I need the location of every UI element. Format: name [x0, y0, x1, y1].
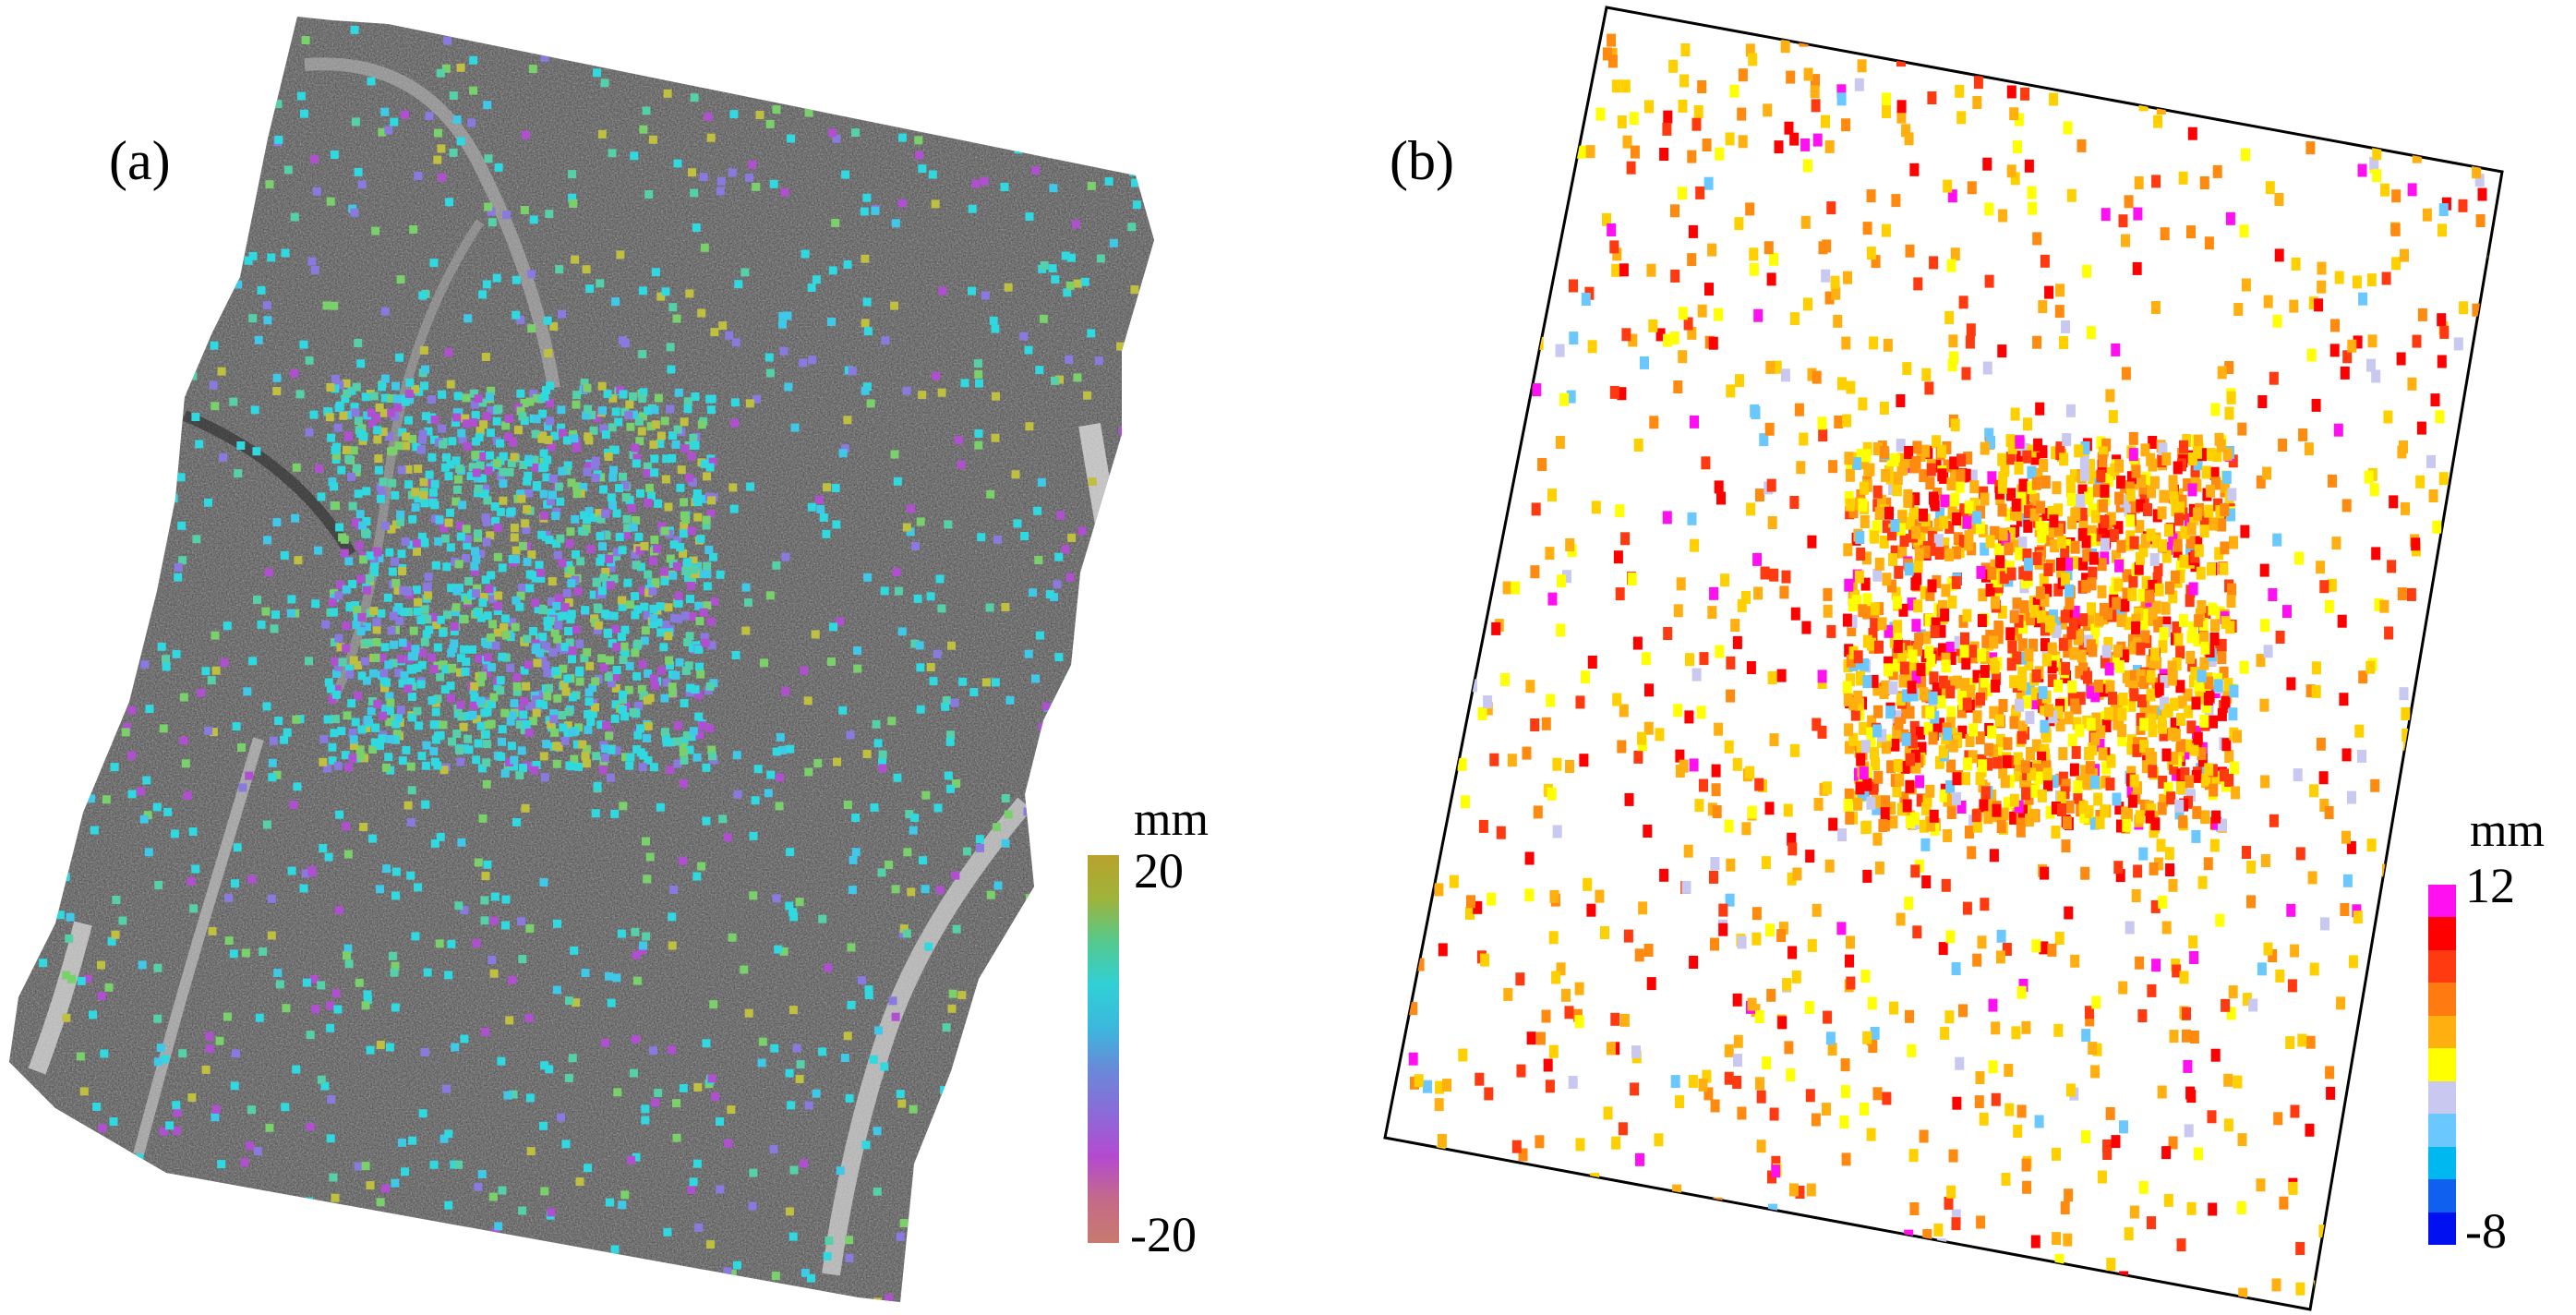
colorbar-class-swatch	[2428, 1179, 2456, 1212]
panel-a-colorbar-min-label: -20	[1130, 1207, 1197, 1262]
panel-b-colorbar-min-label: -8	[2465, 1203, 2507, 1259]
colorbar-class-swatch	[2428, 917, 2456, 950]
colorbar-class-swatch	[2428, 1048, 2456, 1081]
colorbar-class-swatch	[2428, 1212, 2456, 1245]
colorbar-class-swatch	[2428, 983, 2456, 1016]
panel-a-map-svg	[9, 17, 1154, 1302]
panel-a-colorbar	[1088, 855, 1119, 1243]
panel-b-deformation-map: (b) mm 12 -8	[1288, 0, 2576, 1315]
panel-a-colorbar-max-label: 20	[1134, 843, 1184, 899]
panel-a-deformation-map: (a) mm 20 -20	[9, 17, 1209, 1302]
colorbar-class-swatch	[2428, 1146, 2456, 1180]
panel-b-map-svg	[1383, 6, 2504, 1311]
colorbar-class-swatch	[2428, 1015, 2456, 1049]
panel-a-colorbar-unit: mm	[1134, 793, 1209, 846]
panel-a-label: (a)	[109, 130, 171, 191]
colorbar-class-swatch	[2428, 1080, 2456, 1115]
colorbar-class-swatch	[2428, 1114, 2456, 1147]
panel-b-label: (b)	[1390, 130, 1454, 191]
colorbar-class-swatch	[2428, 885, 2456, 918]
panel-b-colorbar	[2428, 885, 2456, 1245]
panel-b-colorbar-unit: mm	[2470, 804, 2545, 857]
panel-b-colorbar-max-label: 12	[2465, 858, 2515, 913]
colorbar-class-swatch	[2428, 949, 2456, 983]
